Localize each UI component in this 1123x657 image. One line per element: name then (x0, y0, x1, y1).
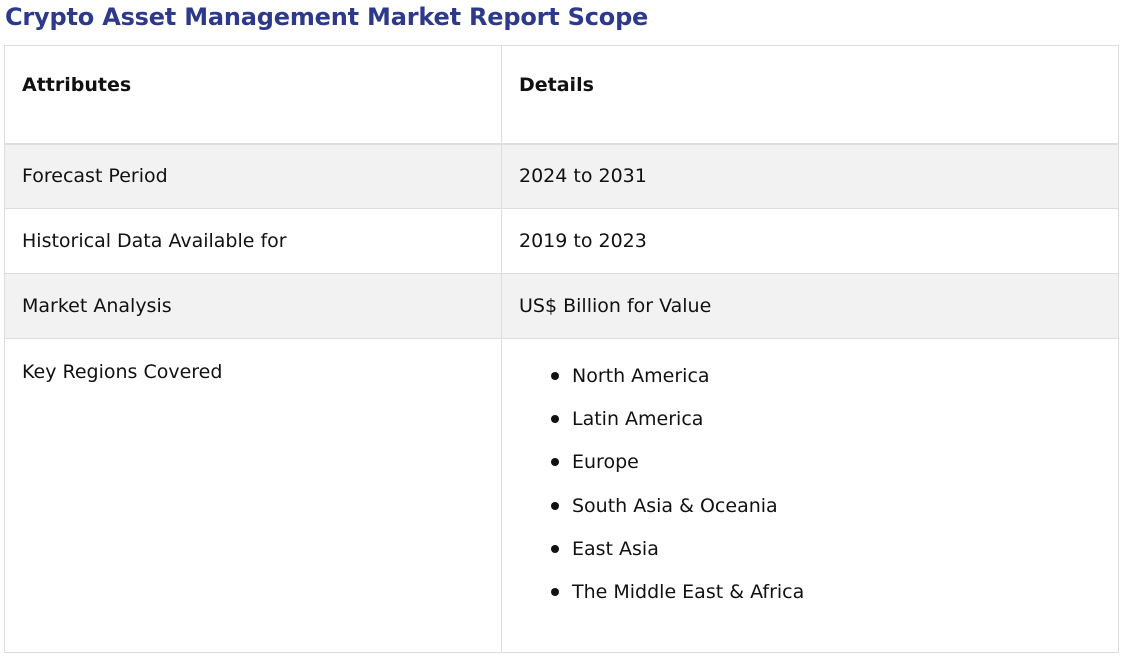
table-header-row: Attributes Details (4, 45, 1119, 145)
list-item: North America (551, 361, 1118, 404)
column-header-attributes: Attributes (4, 45, 502, 145)
column-header-details: Details (501, 45, 1119, 145)
regions-list: North America Latin America Europe South… (519, 361, 1118, 620)
list-item: East Asia (551, 534, 1118, 577)
detail-cell: North America Latin America Europe South… (501, 338, 1119, 653)
table-row: Market Analysis US$ Billion for Value (4, 273, 1119, 339)
list-item: The Middle East & Africa (551, 577, 1118, 620)
report-scope-table: Attributes Details Forecast Period 2024 … (4, 45, 1119, 653)
attribute-cell: Historical Data Available for (4, 208, 502, 274)
table-row: Historical Data Available for 2019 to 20… (4, 208, 1119, 274)
list-item: Europe (551, 447, 1118, 490)
detail-cell: US$ Billion for Value (501, 273, 1119, 339)
attribute-cell: Forecast Period (4, 143, 502, 209)
detail-cell: 2024 to 2031 (501, 143, 1119, 209)
report-title: Crypto Asset Management Market Report Sc… (5, 3, 649, 31)
attribute-cell: Market Analysis (4, 273, 502, 339)
attribute-cell: Key Regions Covered (4, 338, 502, 653)
table-row: Key Regions Covered North America Latin … (4, 338, 1119, 653)
table-row: Forecast Period 2024 to 2031 (4, 143, 1119, 209)
detail-cell: 2019 to 2023 (501, 208, 1119, 274)
list-item: Latin America (551, 404, 1118, 447)
list-item: South Asia & Oceania (551, 491, 1118, 534)
